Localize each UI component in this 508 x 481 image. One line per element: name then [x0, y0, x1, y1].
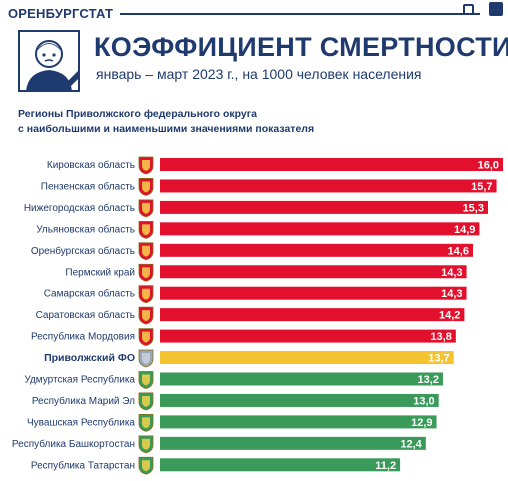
category-label: Ульяновская область	[36, 223, 135, 235]
window-square-filled-icon	[489, 2, 503, 16]
page-title: КОЭФФИЦИЕНТ СМЕРТНОСТИ	[94, 32, 508, 62]
category-label: Чувашская Республика	[27, 416, 135, 428]
bar	[160, 436, 426, 450]
bar	[160, 308, 465, 322]
bar-value-label: 12,4	[400, 438, 422, 450]
region-coat-of-arms-icon	[138, 178, 154, 196]
category-label: Нижегородская область	[24, 202, 135, 214]
region-coat-of-arms-icon	[138, 285, 154, 304]
bar-value-label: 14,3	[441, 267, 462, 279]
bar	[160, 286, 467, 300]
category-label: Самарская область	[44, 288, 135, 300]
bar-value-label: 13,7	[428, 353, 449, 365]
category-label: Удмуртская Республика	[24, 374, 135, 386]
region-coat-of-arms-icon	[138, 220, 154, 239]
bar	[160, 265, 467, 279]
region-coat-of-arms-icon	[138, 242, 154, 261]
category-label: Республика Башкортостан	[12, 438, 135, 450]
chart-caption-line-2: с наибольшими и наименьшими значениями п…	[18, 123, 315, 135]
bar	[160, 351, 454, 365]
bar	[160, 222, 480, 236]
bar-value-label: 12,9	[411, 417, 432, 429]
category-label: Приволжский ФО	[44, 352, 135, 364]
category-label: Пензенская область	[41, 180, 135, 192]
bar	[160, 415, 437, 429]
bar-value-label: 14,2	[439, 310, 460, 322]
chart-caption: Регионы Приволжского федерального округа…	[18, 107, 314, 137]
header-divider	[120, 13, 480, 15]
category-label: Пермский край	[65, 267, 135, 278]
bar	[160, 458, 401, 472]
region-coat-of-arms-icon	[138, 199, 154, 218]
chart-caption-line-1: Регионы Приволжского федерального округа	[18, 108, 257, 120]
top-bar: ОРЕНБУРГСТАТ	[0, 0, 508, 26]
bar	[160, 243, 473, 257]
brand-label: ОРЕНБУРГСТАТ	[8, 6, 114, 21]
bar-value-label: 13,2	[418, 374, 439, 386]
category-label: Республика Татарстан	[31, 459, 135, 471]
bar-value-label: 15,7	[471, 181, 492, 193]
bar-value-label: 14,6	[448, 245, 469, 257]
region-coat-of-arms-icon	[138, 413, 154, 432]
category-label: Республика Мордовия	[31, 331, 135, 343]
bar-value-label: 13,0	[413, 395, 434, 407]
category-label: Оренбургская область	[31, 245, 135, 257]
bar	[160, 200, 488, 214]
region-coat-of-arms-icon	[138, 263, 154, 282]
region-coat-of-arms-icon	[138, 456, 154, 475]
person-mourning-icon	[18, 30, 80, 92]
category-label: Кировская область	[47, 159, 135, 171]
bar-value-label: 11,2	[375, 460, 396, 472]
region-coat-of-arms-icon	[138, 156, 154, 175]
region-coat-of-arms-icon	[138, 349, 154, 368]
bar	[160, 179, 497, 193]
window-square-icon	[463, 4, 474, 15]
region-coat-of-arms-icon	[138, 306, 154, 325]
page-subtitle: январь – март 2023 г., на 1000 человек н…	[96, 66, 422, 82]
bar	[160, 393, 439, 407]
bar-value-label: 13,8	[430, 331, 451, 343]
category-label: Республика Марий Эл	[32, 395, 135, 407]
bar	[160, 329, 456, 343]
bar-value-label: 14,3	[441, 288, 462, 300]
bar-value-label: 14,9	[454, 224, 475, 236]
bar-value-label: 16,0	[478, 160, 499, 172]
region-coat-of-arms-icon	[138, 392, 154, 411]
bar-value-label: 15,3	[463, 202, 484, 214]
bar	[160, 158, 503, 171]
region-coat-of-arms-icon	[138, 328, 154, 347]
category-label: Саратовская область	[36, 309, 135, 321]
region-coat-of-arms-icon	[138, 371, 154, 389]
region-coat-of-arms-icon	[138, 435, 154, 454]
bar-chart: Кировская область 16,0 Пензенская область 1…	[12, 156, 503, 475]
bar	[160, 372, 443, 386]
